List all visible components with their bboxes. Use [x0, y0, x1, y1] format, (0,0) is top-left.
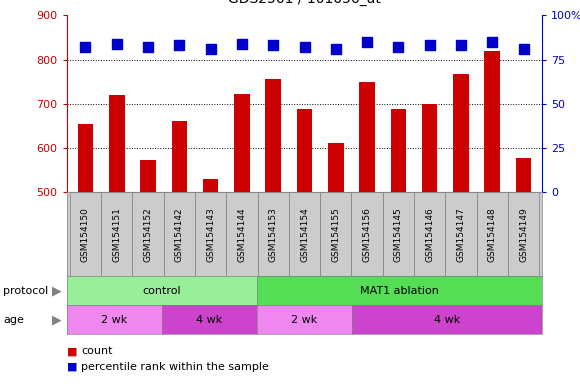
Bar [109, 95, 125, 384]
Text: GSM154147: GSM154147 [456, 207, 465, 262]
Bar [258, 192, 289, 276]
Text: ▶: ▶ [52, 285, 61, 297]
Point [488, 39, 497, 45]
Point [112, 41, 121, 47]
Bar [516, 159, 531, 384]
Text: ▶: ▶ [52, 313, 61, 326]
Point [175, 42, 184, 48]
Bar [453, 74, 469, 384]
Point [269, 42, 278, 48]
Point [456, 42, 466, 48]
Bar [289, 192, 320, 276]
Point [331, 46, 340, 52]
Bar [484, 51, 500, 384]
Point [143, 44, 153, 50]
Bar [351, 192, 383, 276]
Text: 2 wk: 2 wk [101, 314, 128, 325]
Point [362, 39, 372, 45]
Bar [266, 79, 281, 384]
Bar [414, 192, 445, 276]
Text: GSM154156: GSM154156 [362, 207, 372, 262]
Point [519, 46, 528, 52]
Bar [328, 142, 343, 384]
Bar [172, 121, 187, 384]
Bar [140, 160, 156, 384]
Text: control: control [143, 286, 181, 296]
Text: MAT1 ablation: MAT1 ablation [360, 286, 439, 296]
Bar [132, 192, 164, 276]
Text: GSM154143: GSM154143 [206, 207, 215, 262]
Text: count: count [81, 346, 113, 356]
Text: GSM154148: GSM154148 [488, 207, 496, 262]
Bar [164, 192, 195, 276]
Bar [70, 192, 101, 276]
Text: GSM154149: GSM154149 [519, 207, 528, 262]
Text: GSM154145: GSM154145 [394, 207, 403, 262]
Bar [508, 192, 539, 276]
Bar [195, 192, 226, 276]
Bar [445, 192, 477, 276]
Text: 4 wk: 4 wk [196, 314, 223, 325]
Bar [203, 179, 219, 384]
Text: 4 wk: 4 wk [434, 314, 461, 325]
Text: protocol: protocol [3, 286, 48, 296]
Text: age: age [3, 314, 24, 325]
Bar [297, 109, 312, 384]
Text: GSM154144: GSM154144 [237, 207, 246, 262]
Bar [359, 83, 375, 384]
Text: GSM154142: GSM154142 [175, 207, 184, 262]
Bar [383, 192, 414, 276]
Bar [390, 109, 406, 384]
Point [237, 41, 246, 47]
Point [425, 42, 434, 48]
Bar [234, 94, 250, 384]
Text: ■: ■ [67, 346, 77, 356]
Text: 2 wk: 2 wk [291, 314, 318, 325]
Bar [477, 192, 508, 276]
Text: GSM154154: GSM154154 [300, 207, 309, 262]
Point [394, 44, 403, 50]
Text: GSM154146: GSM154146 [425, 207, 434, 262]
Point [206, 46, 215, 52]
Point [300, 44, 309, 50]
Bar [320, 192, 351, 276]
Text: GDS2561 / 101056_at: GDS2561 / 101056_at [228, 0, 381, 6]
Text: percentile rank within the sample: percentile rank within the sample [81, 362, 269, 372]
Text: GSM154150: GSM154150 [81, 207, 90, 262]
Text: GSM154151: GSM154151 [113, 207, 121, 262]
Bar [422, 104, 437, 384]
Text: GSM154155: GSM154155 [331, 207, 340, 262]
Bar [101, 192, 132, 276]
Point [81, 44, 90, 50]
Bar [226, 192, 258, 276]
Text: ■: ■ [67, 362, 77, 372]
Bar [78, 124, 93, 384]
Text: GSM154152: GSM154152 [144, 207, 153, 262]
Text: GSM154153: GSM154153 [269, 207, 278, 262]
